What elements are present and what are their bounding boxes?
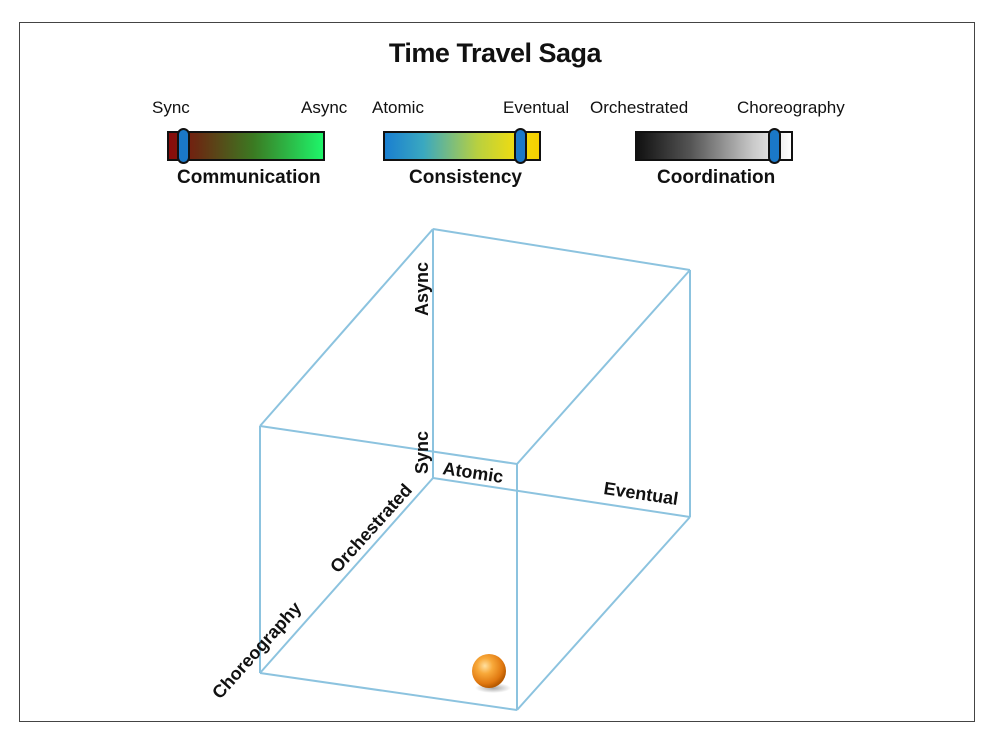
coordination-right-label: Choreography [737,98,845,117]
axis-label-async: Async [412,262,432,316]
cube-edge [432,228,691,271]
consistency-slider-bar [383,128,541,164]
cube-edge [259,228,434,427]
communication-caption: Communication [177,167,321,188]
position-marker-ball [472,654,506,688]
cube-edge [259,477,434,674]
communication-slider-knob [177,128,190,164]
diagram-title: Time Travel Saga [388,38,602,68]
axis-label-orchestrated: Orchestrated [326,480,416,577]
axis-label-sync: Sync [412,431,432,474]
consistency-left-label: Atomic [372,98,424,117]
cube-edges [259,228,691,711]
coordination-left-label: Orchestrated [590,98,689,117]
consistency-slider-knob [514,128,527,164]
cube-edge [516,269,691,465]
cube-edge [432,477,691,518]
cube-edge [516,516,691,711]
communication-slider-bar [167,128,325,164]
consistency-caption: Consistency [409,167,522,188]
axis-label-atomic: Atomic [441,458,504,487]
consistency-right-label: Eventual [503,98,570,117]
coordination-slider-bar [635,128,793,164]
axis-label-choreography: Choreography [208,598,305,703]
communication-left-label: Sync [152,98,190,117]
cube-edge [259,672,518,711]
coordination-caption: Coordination [657,167,776,188]
cube-edge [259,425,518,465]
coordination-slider-knob [768,128,781,164]
communication-right-label: Async [301,98,348,117]
axis-label-eventual: Eventual [602,478,679,509]
